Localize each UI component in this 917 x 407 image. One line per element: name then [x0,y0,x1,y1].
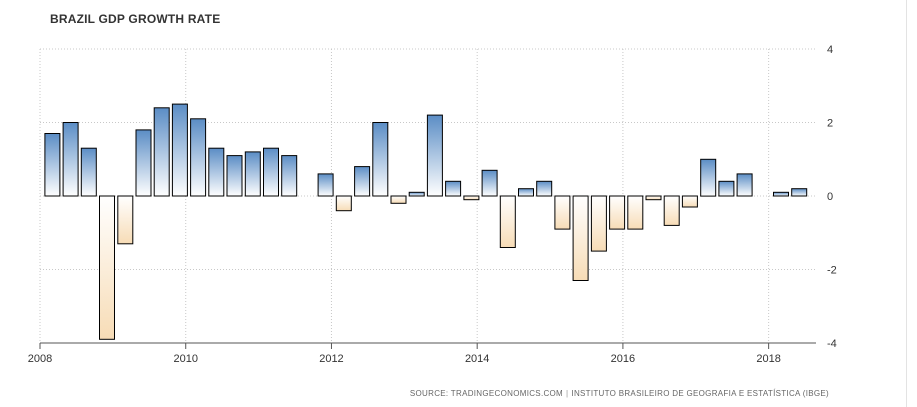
chart-bar [80,147,97,197]
chart-bar [153,107,170,197]
frame-right-border [906,0,907,407]
chart-bar [244,151,261,197]
chart-bar [499,195,516,248]
chart-bar [281,155,298,197]
chart-bar [572,195,589,281]
chart-bar [335,195,352,212]
chart-bar [445,180,462,197]
chart-bar [645,195,662,201]
x-tick-label: 2012 [319,353,343,365]
chart-bar [99,195,115,340]
chart-bar [700,158,717,197]
chart-bar [208,147,225,197]
chart-bar [372,122,389,197]
y-tick-label: 4 [827,44,833,56]
chart-bar [609,195,626,230]
chart-bar [773,191,789,197]
chart-bar [426,114,443,197]
y-tick-label: -4 [827,338,837,350]
chart-bar [62,122,79,197]
chart-title: BRAZIL GDP GROWTH RATE [50,12,221,26]
y-tick-label: 2 [827,118,833,130]
chart-bar [317,173,334,197]
chart-bar [408,191,425,197]
x-tick-label: 2014 [465,353,489,365]
chart-bar [481,169,498,197]
y-tick-label: 0 [827,191,833,203]
chart-bar [791,188,808,197]
chart-bar [590,195,607,252]
x-tick-label: 2018 [756,353,780,365]
chart-bar [463,195,480,201]
chart-bar [681,195,698,208]
source-note: SOURCE: TRADINGECONOMICS.COM | INSTITUTO B… [409,389,829,398]
chart-bar [190,118,207,197]
source-institution: INSTITUTO BRASILEIRO DE GEOGRAFIA E ESTA… [571,389,829,398]
chart-bar [718,180,735,197]
chart-bar [135,129,152,197]
chart-bar [536,180,553,197]
x-tick-label: 2010 [173,353,197,365]
x-tick-label: 2008 [28,353,52,365]
x-tick-label: 2016 [611,353,635,365]
chart-bar [518,188,534,197]
chart-bar [736,173,753,197]
chart-bar [117,195,134,245]
chart-bar [663,195,680,226]
chart-bar [226,155,243,197]
source-main: SOURCE: TRADINGECONOMICS.COM [409,389,564,398]
chart-bar [390,195,407,204]
y-tick-label: -2 [827,265,837,277]
chart-bar [354,166,371,197]
chart-bar [554,195,571,230]
chart-bar [171,103,188,197]
chart-bar [263,147,279,197]
chart-bar [44,133,61,197]
chart-bar [627,195,644,230]
